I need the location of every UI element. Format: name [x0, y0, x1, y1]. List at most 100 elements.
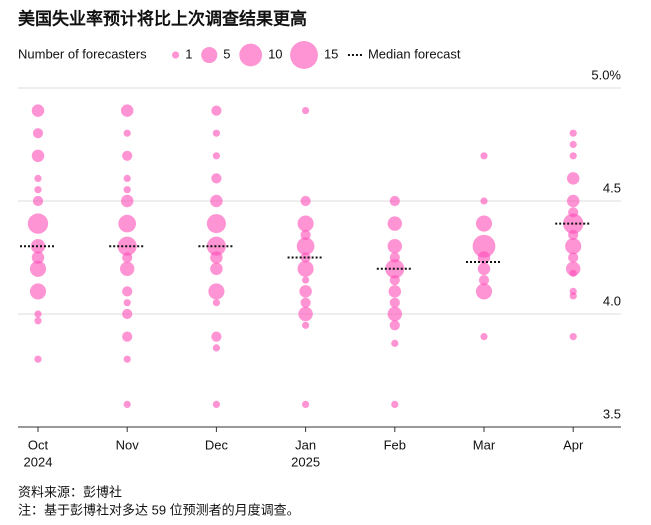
bubble	[122, 308, 133, 320]
size-legend-title: Number of forecasters	[18, 46, 147, 61]
bubble	[212, 129, 220, 137]
bubble	[389, 195, 400, 207]
legend-bubble	[290, 41, 318, 69]
x-tick-label: Oct	[28, 437, 49, 452]
y-tick-label: 3.5	[603, 406, 621, 421]
bubble	[212, 299, 220, 307]
source: 资料来源：彭博社	[18, 484, 122, 499]
bubble	[387, 239, 402, 254]
legend-median-label: Median forecast	[368, 46, 461, 61]
bubble	[569, 333, 577, 341]
bubble	[34, 174, 42, 182]
legend-label: 5	[223, 46, 230, 61]
bubble	[210, 194, 223, 208]
bubble	[299, 285, 312, 298]
bubble	[123, 174, 131, 182]
bubble	[211, 173, 222, 184]
bubble	[569, 152, 577, 160]
bubble	[212, 152, 220, 160]
bubble	[122, 331, 133, 342]
bubble	[566, 172, 580, 185]
bubble	[32, 195, 44, 207]
y-tick-label: 5.0%	[591, 67, 621, 82]
legend-bubble	[239, 43, 263, 67]
bubble	[300, 297, 311, 308]
bubble	[120, 104, 134, 117]
bubble	[297, 260, 314, 277]
bubble	[565, 238, 582, 255]
bubble	[31, 251, 45, 264]
x-tick-label: Mar	[473, 437, 496, 452]
x-tick-label: Nov	[116, 437, 140, 452]
bubble	[206, 214, 226, 234]
bubble	[118, 214, 137, 233]
bubble	[34, 186, 42, 194]
note: 注：基于彭博社对多达 59 位预测者的月度调查。	[18, 502, 300, 517]
bubble	[29, 260, 47, 277]
bubble	[31, 149, 45, 163]
y-tick-label: 4.5	[603, 180, 621, 195]
bubble	[477, 251, 491, 264]
bubble	[566, 194, 580, 208]
bubble	[31, 104, 45, 117]
legend-bubble	[172, 51, 180, 59]
x-tick-label: Jan	[295, 437, 316, 452]
bubble	[211, 331, 222, 342]
bubble	[480, 197, 488, 205]
bubble	[477, 262, 491, 276]
bubble	[120, 194, 134, 208]
bubble	[123, 299, 131, 307]
bubble	[568, 229, 579, 240]
legend-bubble	[201, 46, 218, 64]
bubble	[391, 400, 399, 408]
bubble	[298, 306, 313, 322]
bubble	[387, 216, 402, 231]
bubble	[123, 355, 131, 363]
bubble	[210, 251, 223, 264]
x-tick-label: Apr	[563, 437, 584, 452]
x-tick-label: Feb	[384, 437, 406, 452]
x-tick-year: 2025	[291, 454, 320, 469]
bubble	[32, 128, 44, 139]
x-tick-year: 2024	[24, 454, 53, 469]
x-tick-label: Dec	[205, 437, 229, 452]
bubble	[208, 283, 225, 300]
bubble	[300, 195, 311, 207]
bubble	[211, 105, 222, 116]
chart-title: 美国失业率预计将比上次调查结果更高	[18, 8, 307, 28]
bubble	[296, 237, 315, 256]
bubble	[478, 275, 490, 286]
bubble	[300, 229, 311, 240]
bubble	[569, 129, 577, 137]
bubble	[29, 283, 47, 300]
y-tick-label: 4.0	[603, 293, 621, 308]
legend-label: 10	[268, 46, 282, 61]
bubble	[123, 400, 131, 408]
bubble	[302, 107, 310, 115]
bubble	[300, 252, 311, 263]
bubble	[569, 140, 577, 149]
bubble	[297, 215, 314, 232]
bubble	[122, 286, 133, 297]
legend-label: 1	[185, 46, 192, 61]
bubble	[387, 306, 402, 322]
bubble	[27, 213, 49, 234]
bubble	[388, 285, 402, 298]
bubble	[212, 400, 220, 408]
bubble	[480, 152, 488, 160]
bubble	[568, 252, 579, 263]
bubble	[302, 321, 310, 329]
bubble	[212, 344, 220, 352]
bubble	[389, 297, 400, 308]
bubble	[475, 215, 493, 232]
bubble	[123, 129, 131, 137]
bubble	[389, 275, 400, 286]
bubble	[34, 317, 42, 325]
bubble	[122, 252, 133, 263]
bubble	[34, 355, 42, 363]
bubble	[122, 150, 133, 161]
bubble	[210, 262, 223, 276]
bubble	[563, 213, 584, 234]
bubble	[566, 261, 581, 276]
